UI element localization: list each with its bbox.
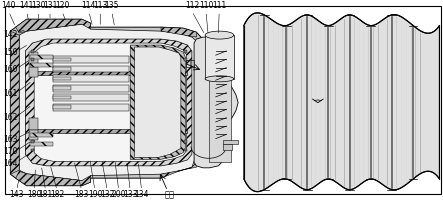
Polygon shape [135,48,181,158]
Bar [223,140,238,145]
Bar [53,85,129,92]
Bar [183,141,187,143]
Text: 183: 183 [74,189,89,198]
Bar [53,104,129,111]
Text: 164: 164 [4,158,18,167]
Bar [183,58,187,61]
Text: 163: 163 [4,134,18,143]
Bar [29,131,38,141]
Bar [53,58,71,62]
Bar [53,66,129,73]
Bar [53,68,71,72]
Bar [53,87,71,90]
Text: 113: 113 [93,1,108,10]
Text: 130: 130 [31,1,46,10]
Polygon shape [16,20,90,34]
Polygon shape [30,56,53,60]
Polygon shape [130,46,185,160]
Bar [53,57,129,64]
Bar [205,36,234,79]
Text: 181: 181 [39,189,53,198]
Text: 油道: 油道 [165,189,175,198]
Text: 114: 114 [82,1,96,10]
Ellipse shape [205,32,234,40]
Text: 142: 142 [4,29,18,38]
Bar [31,58,34,61]
Text: 160: 160 [4,65,18,74]
Ellipse shape [205,76,234,82]
Bar [223,144,232,151]
Polygon shape [34,44,187,161]
Text: 143: 143 [9,189,24,198]
Text: 140: 140 [1,1,16,10]
Polygon shape [10,20,218,186]
Polygon shape [30,64,53,67]
Bar [31,141,34,143]
Text: 131: 131 [43,1,57,10]
Text: 170: 170 [4,146,18,156]
Bar [31,149,34,152]
Bar [29,67,38,77]
Bar [29,53,38,66]
Text: 134: 134 [134,189,149,198]
Text: 120: 120 [55,1,69,10]
Text: 132: 132 [100,189,114,198]
Text: 150: 150 [4,48,18,57]
Polygon shape [19,25,196,181]
Polygon shape [161,28,196,38]
Bar [209,79,231,162]
Polygon shape [30,143,53,147]
Text: 200: 200 [112,189,126,198]
Bar [53,76,129,83]
Text: 161: 161 [4,89,18,98]
Text: 110: 110 [199,1,213,10]
Polygon shape [161,162,196,178]
Text: 190: 190 [88,189,102,198]
Text: 111: 111 [212,1,226,10]
Polygon shape [25,40,192,166]
Bar [53,95,129,102]
Text: 135: 135 [105,1,119,10]
Polygon shape [10,32,19,174]
Bar [53,106,71,109]
Bar [183,149,187,152]
Text: 182: 182 [50,189,64,198]
Polygon shape [32,130,187,134]
Text: 141: 141 [19,1,34,10]
Bar [53,96,71,100]
Polygon shape [194,38,238,168]
Polygon shape [16,171,90,186]
Bar [183,50,187,53]
Bar [31,50,34,53]
Polygon shape [32,72,187,76]
Text: 油口: 油口 [185,59,195,68]
Text: 162: 162 [4,113,18,121]
Polygon shape [244,14,439,192]
Text: 180: 180 [27,189,41,198]
Polygon shape [30,134,53,138]
Text: 133: 133 [123,189,137,198]
Bar [53,77,71,81]
Bar [29,118,38,131]
Text: 112: 112 [185,1,199,10]
